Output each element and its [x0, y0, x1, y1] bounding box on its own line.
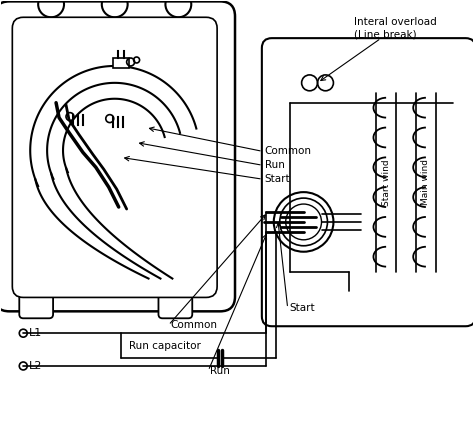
- Text: L1: L1: [29, 328, 43, 338]
- Text: L2: L2: [29, 361, 43, 371]
- FancyBboxPatch shape: [262, 38, 474, 326]
- FancyBboxPatch shape: [12, 17, 217, 298]
- Bar: [113, 58, 128, 68]
- FancyBboxPatch shape: [19, 289, 53, 318]
- Text: Common: Common: [265, 146, 312, 157]
- Text: Common: Common: [170, 320, 218, 330]
- Text: Run: Run: [210, 366, 230, 376]
- Text: Run: Run: [265, 160, 285, 170]
- Text: Start wind: Start wind: [382, 159, 391, 206]
- Text: Start: Start: [290, 303, 315, 314]
- Text: Start: Start: [265, 174, 291, 184]
- Text: Run capacitor: Run capacitor: [129, 341, 201, 351]
- FancyBboxPatch shape: [158, 289, 192, 318]
- FancyBboxPatch shape: [0, 1, 235, 311]
- Text: Main wind: Main wind: [421, 159, 430, 205]
- Text: Interal overload
(Line break): Interal overload (Line break): [354, 17, 437, 39]
